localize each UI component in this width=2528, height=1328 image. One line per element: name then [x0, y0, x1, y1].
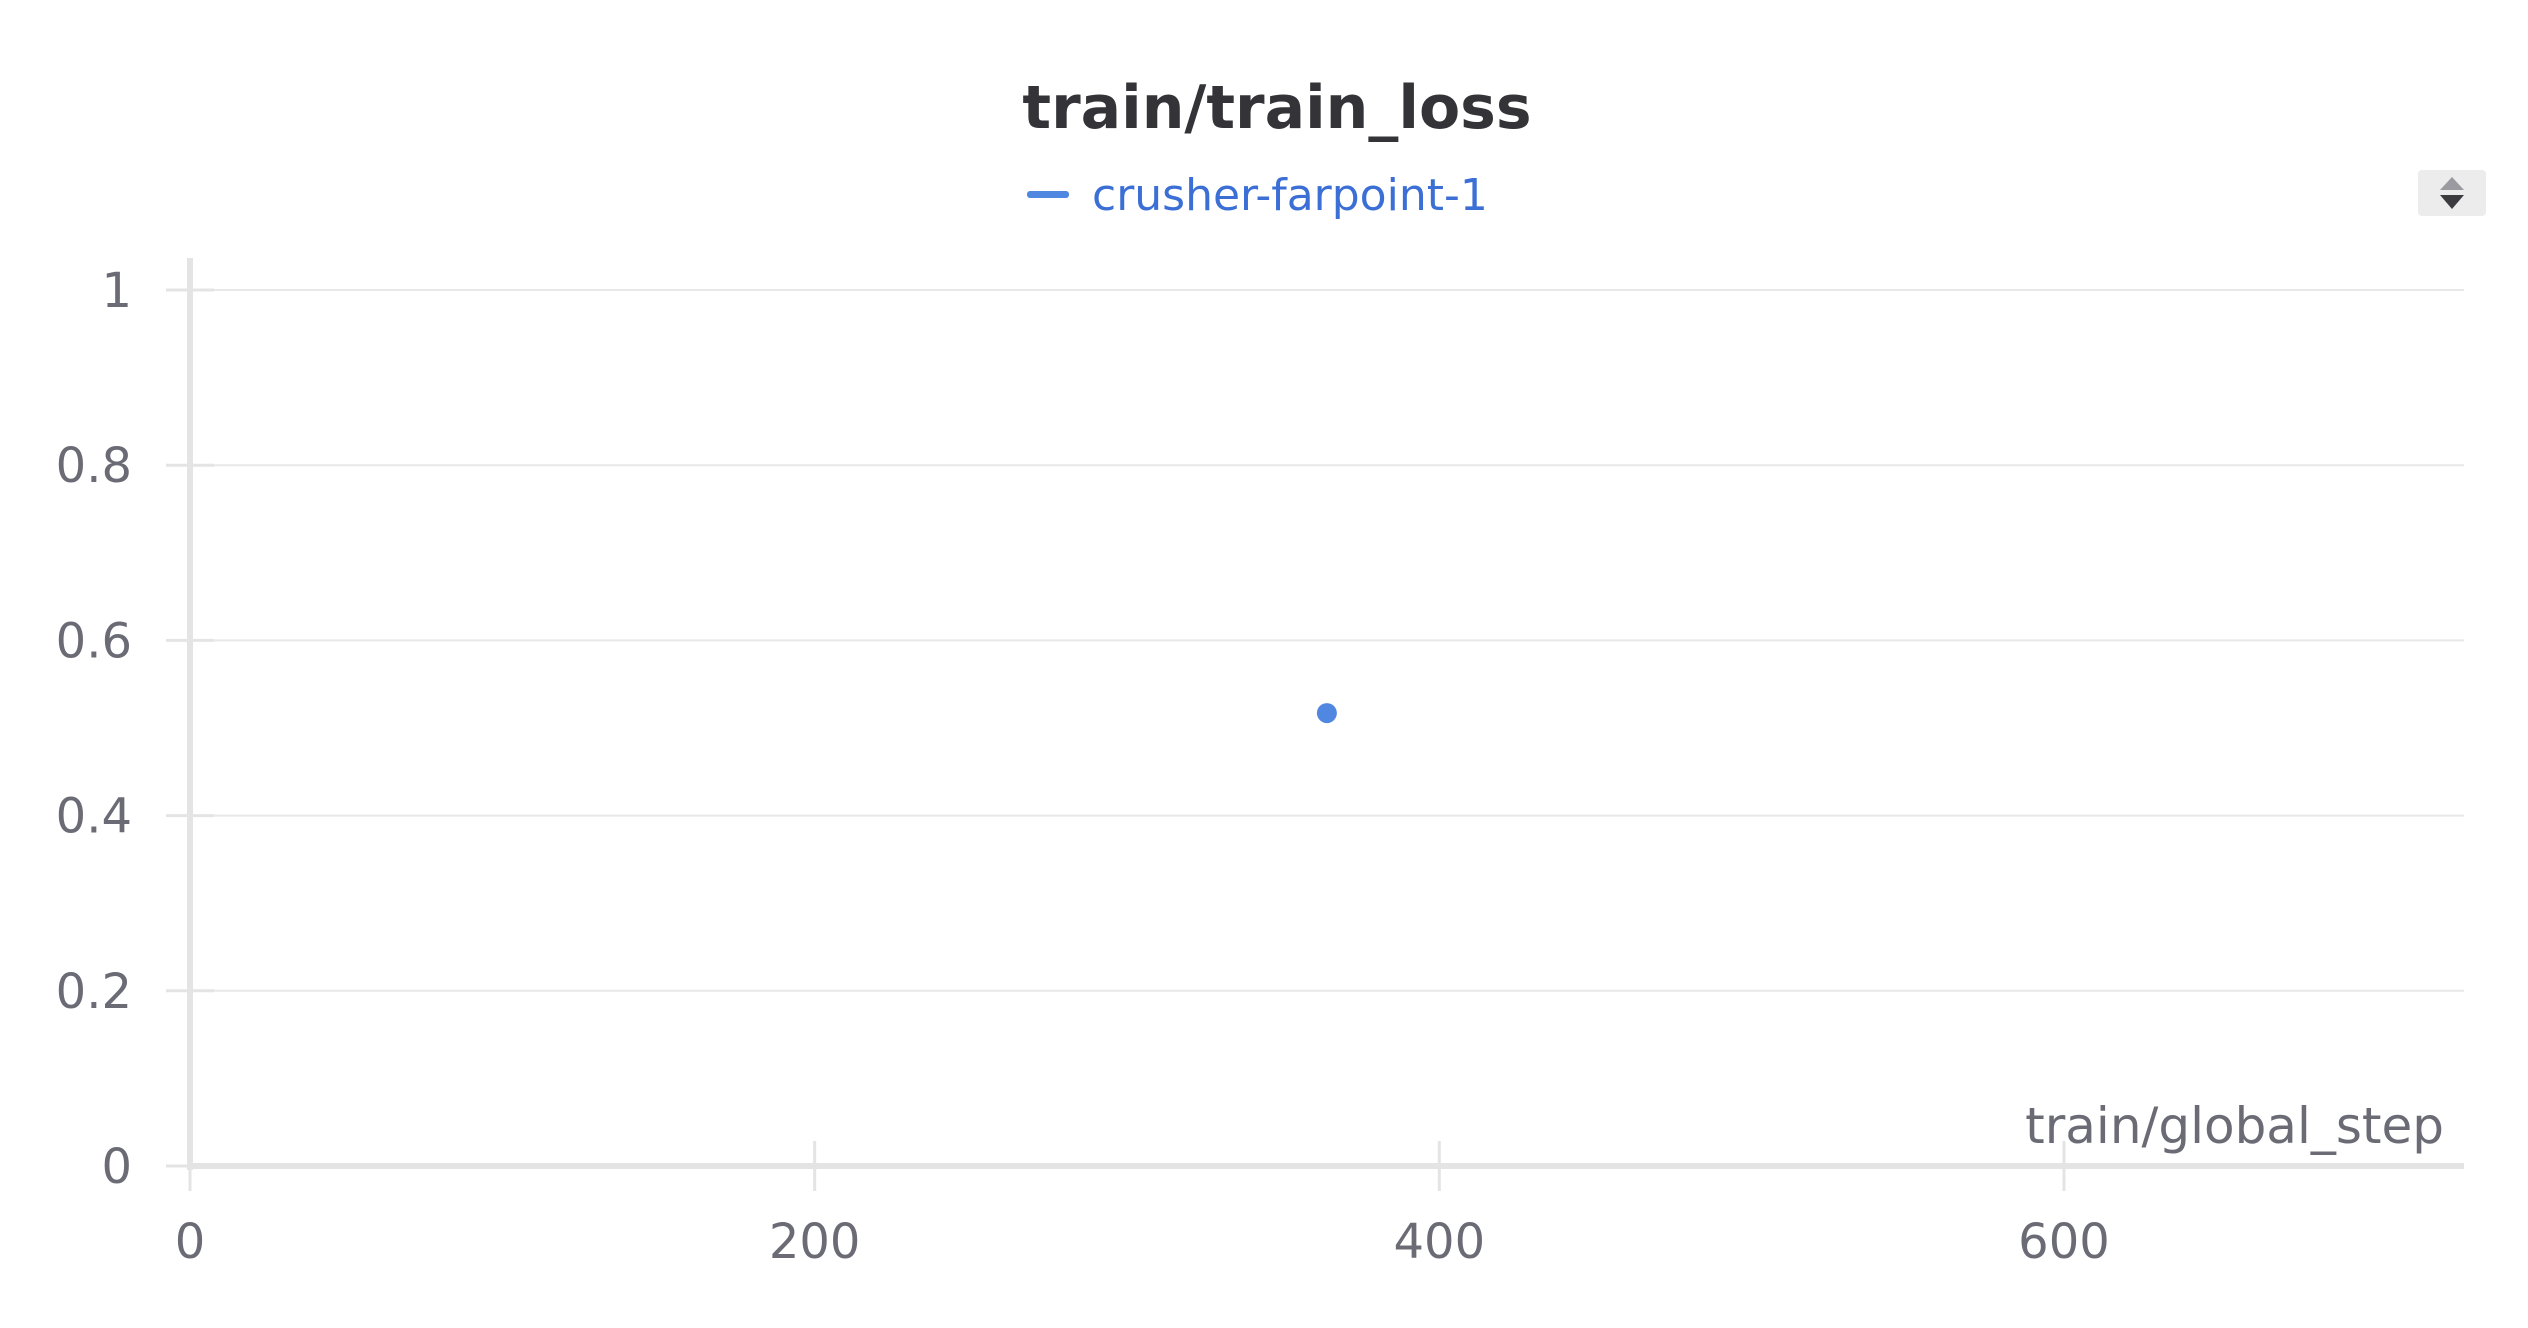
y-tick-label: 0.6: [56, 613, 132, 669]
y-tick-label: 0.8: [56, 438, 132, 494]
chart-title: train/train_loss: [1022, 73, 1531, 143]
x-tick-label: 400: [1394, 1214, 1486, 1270]
data-points: [1316, 703, 1337, 724]
y-tick-label: 0: [101, 1139, 132, 1195]
sort-arrow-down-icon: [2440, 195, 2464, 209]
x-tick-label: 200: [769, 1214, 861, 1270]
data-point[interactable]: [1316, 703, 1337, 724]
y-tick-label: 0.2: [56, 964, 132, 1020]
legend-scroll-button[interactable]: [2418, 170, 2486, 216]
legend-label[interactable]: crusher-farpoint-1: [1092, 170, 1488, 221]
x-axis-ticks: 0 200 400 600: [175, 1141, 2110, 1270]
y-axis-ticks: 0 0.2 0.4 0.6 0.8 1: [56, 263, 214, 1195]
y-tick-label: 1: [101, 263, 132, 319]
y-tick-label: 0.4: [56, 789, 132, 845]
sort-arrow-up-icon: [2440, 177, 2464, 190]
x-tick-label: 0: [175, 1214, 206, 1270]
grid-lines: [190, 289, 2464, 992]
x-tick-label: 600: [2018, 1214, 2110, 1270]
legend[interactable]: crusher-farpoint-1: [1027, 170, 1488, 221]
legend-swatch: [1027, 191, 1069, 198]
x-axis-title: train/global_step: [2025, 1097, 2444, 1155]
